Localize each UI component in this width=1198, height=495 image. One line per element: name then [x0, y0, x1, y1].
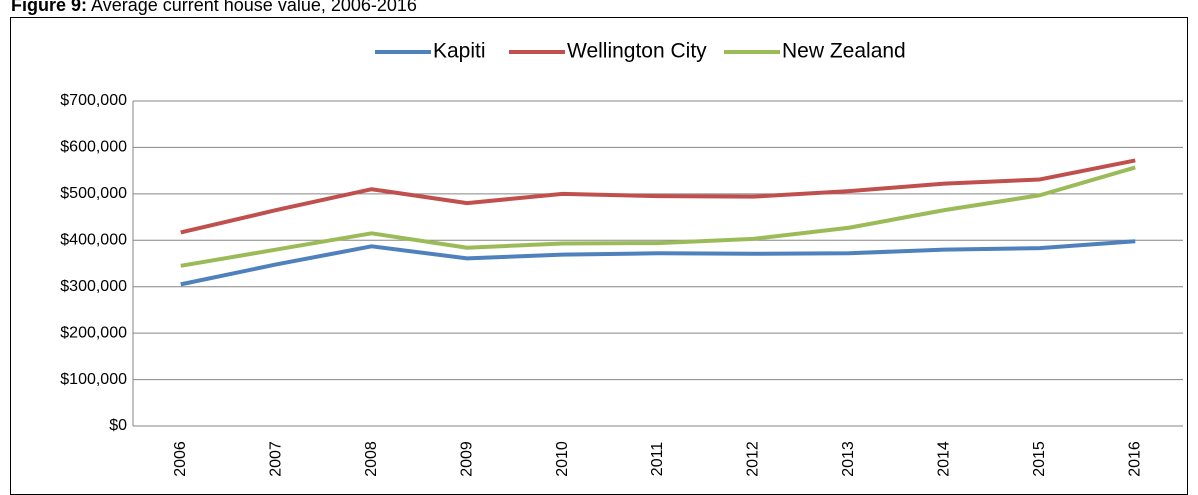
y-tick-label: $400,000 — [60, 232, 127, 249]
x-tick-label: 2014 — [936, 441, 953, 477]
y-tick-label: $0 — [109, 417, 127, 434]
x-tick-label: 2010 — [554, 441, 571, 477]
chart-title-group: Figure 9: Average current house value, 2… — [11, 0, 417, 15]
legend-label: Kapiti — [433, 40, 486, 63]
x-tick-label: 2016 — [1126, 441, 1143, 477]
y-tick-label: $600,000 — [60, 139, 127, 156]
y-tick-label: $200,000 — [60, 324, 127, 341]
legend-label: Wellington City — [567, 40, 707, 63]
chart-title: Average current house value, 2006-2016 — [91, 0, 417, 15]
series-line — [180, 158, 1136, 235]
x-tick-label: 2006 — [172, 441, 189, 477]
x-tick-label: 2013 — [840, 441, 857, 477]
x-tick-label: 2015 — [1031, 441, 1048, 477]
series-line — [180, 165, 1136, 268]
x-tick-label: 2012 — [745, 441, 762, 477]
y-tick-label: $500,000 — [60, 185, 127, 202]
x-tick-label: 2007 — [267, 441, 284, 477]
x-tick-label: 2009 — [458, 441, 475, 477]
x-tick-label: 2008 — [363, 441, 380, 477]
x-tick-label: 2011 — [649, 442, 666, 477]
y-tick-label: $300,000 — [60, 278, 127, 295]
y-tick-label: $700,000 — [60, 92, 127, 109]
y-tick-label: $100,000 — [60, 371, 127, 388]
series-line — [180, 239, 1136, 287]
figure-label: Figure 9: — [11, 0, 87, 15]
legend-label: New Zealand — [782, 40, 906, 63]
